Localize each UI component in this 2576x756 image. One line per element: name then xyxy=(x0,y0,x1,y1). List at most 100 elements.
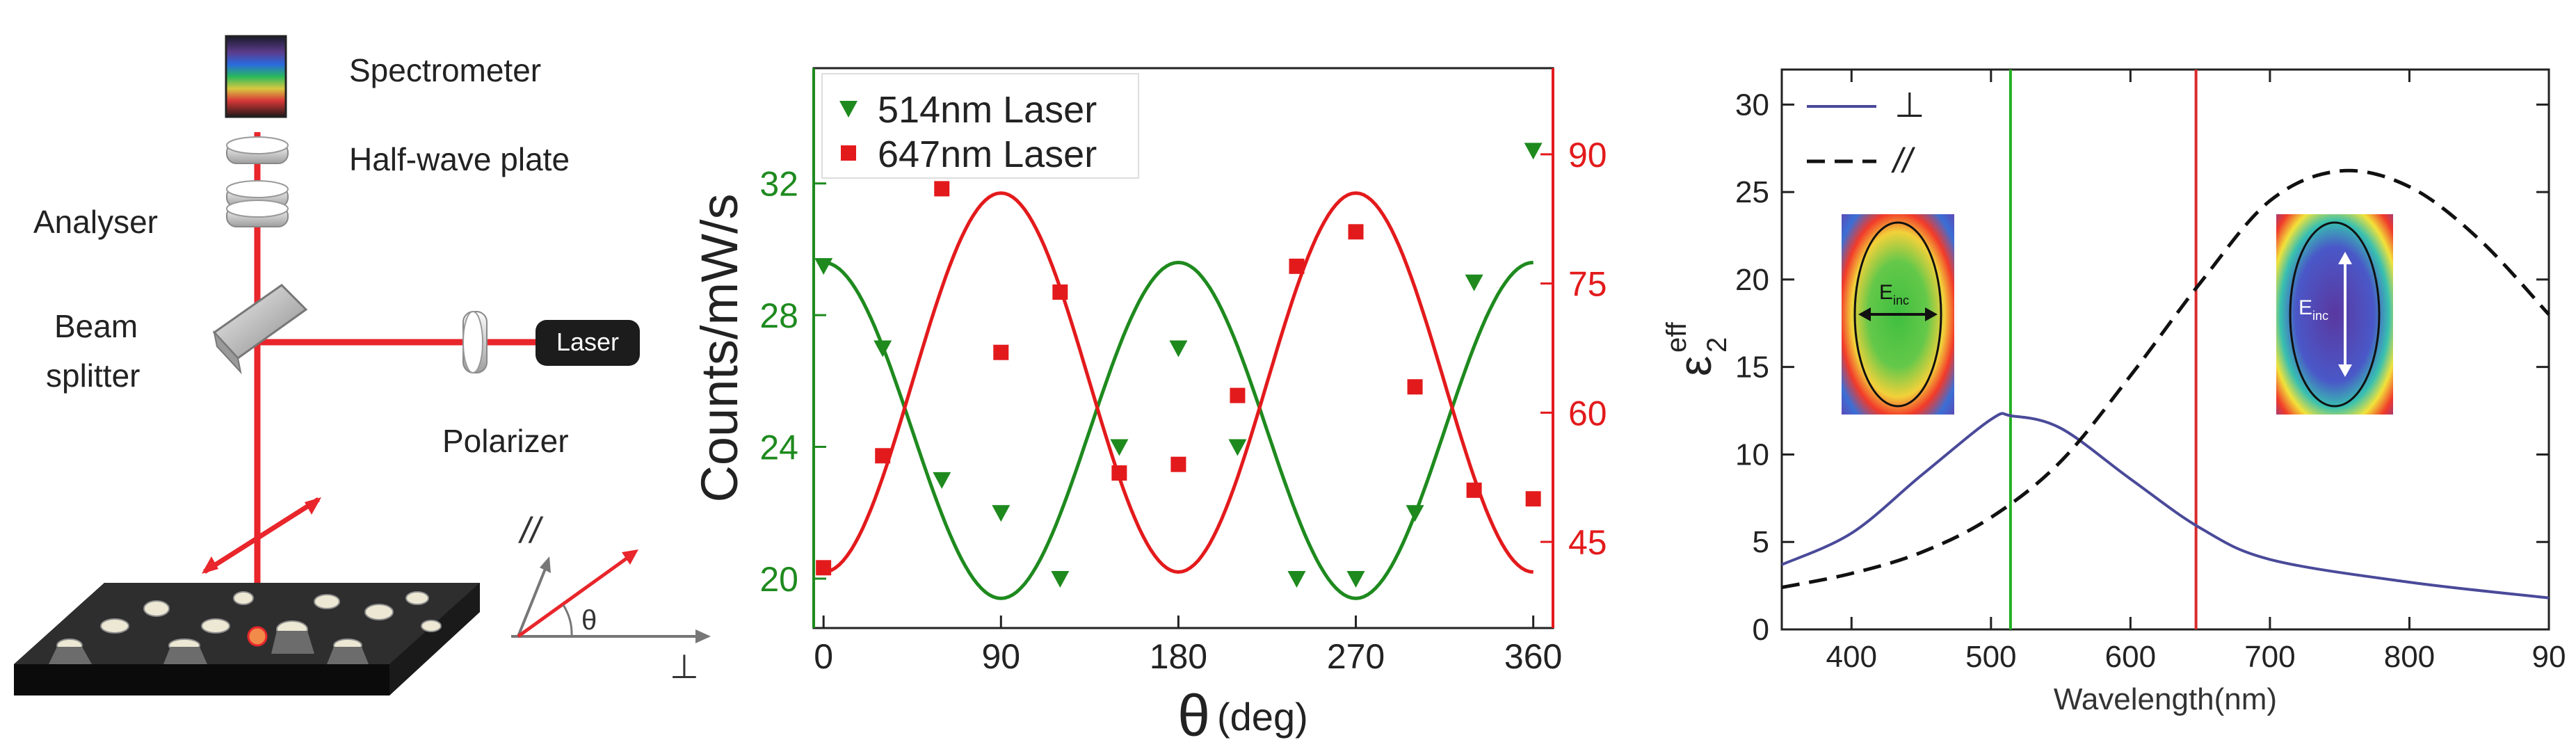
inset-2-background xyxy=(2276,214,2393,415)
y-tick-label: 5 xyxy=(1753,525,1769,559)
half-wave-plate-icon xyxy=(226,136,289,164)
x-axis-label-unit: (deg) xyxy=(1217,695,1308,739)
data-point-514nm xyxy=(1524,143,1543,160)
y-tick-label: 0 xyxy=(1753,613,1769,647)
y-axis-label: Counts/mW/s xyxy=(691,193,748,502)
y-tick-label: 28 xyxy=(759,296,798,335)
legend-label-parallel: // xyxy=(1891,141,1916,180)
y-axis-label-sup: eff xyxy=(1661,321,1692,353)
inset-1-arrowhead-right xyxy=(1925,307,1938,321)
data-point-514nm xyxy=(1110,439,1129,456)
y-axis-label-sub: 2 xyxy=(1702,337,1732,353)
data-point-647nm xyxy=(1170,456,1186,472)
polarization-arrow xyxy=(202,497,321,574)
data-point-647nm xyxy=(1230,387,1246,403)
optical-setup: Spectrometer Half-wave plate Analyser Be… xyxy=(14,35,711,695)
x-tick-label: 500 xyxy=(1965,640,2016,674)
y-right-tick-label: 75 xyxy=(1568,265,1607,304)
data-point-514nm xyxy=(1465,274,1483,291)
inset-1-label-sub: inc xyxy=(1893,293,1909,307)
fit-curve-514nm xyxy=(823,260,1533,600)
data-point-647nm xyxy=(1348,224,1364,240)
x-tick-label: 700 xyxy=(2244,640,2295,674)
x-tick-label: 270 xyxy=(1327,637,1385,676)
legend-marker-647nm xyxy=(841,145,856,161)
y-tick-label: 20 xyxy=(1735,263,1769,297)
legend-label-514nm: 514nm Laser xyxy=(878,89,1097,131)
inset-2-arrowhead-up xyxy=(2338,252,2352,264)
x-tick-label: 90 xyxy=(2532,640,2566,674)
y-axis-label: ε 2 eff xyxy=(1661,321,1732,376)
x-axis-label: Wavelength(nm) xyxy=(2054,682,2277,716)
perp-symbol: ⊥ xyxy=(670,649,699,686)
substrate xyxy=(14,583,480,695)
y-tick-label: 32 xyxy=(759,165,798,204)
laser-box xyxy=(536,320,640,366)
inset-2-arrowhead-down xyxy=(2338,364,2352,377)
beam-label: Beam xyxy=(54,308,138,344)
y-tick-label: 30 xyxy=(1735,88,1769,122)
x-tick-label: 180 xyxy=(1150,637,1207,676)
data-point-514nm xyxy=(1287,570,1306,588)
y-right-tick-label: 45 xyxy=(1568,523,1607,562)
inset-1-arrowhead-left xyxy=(1858,307,1871,321)
data-point-514nm xyxy=(1051,570,1070,588)
x-axis-label-symbol: θ xyxy=(1177,683,1210,748)
legend: ⊥ // xyxy=(1807,86,1925,180)
polarizer-label: Polarizer xyxy=(442,423,569,459)
data-point-647nm xyxy=(1052,284,1068,300)
analyser-label: Analyser xyxy=(33,204,158,240)
y-tick-label: 10 xyxy=(1735,437,1769,472)
data-point-647nm xyxy=(816,560,832,576)
data-point-514nm xyxy=(933,472,951,489)
x-tick-label: 90 xyxy=(981,637,1020,676)
data-point-514nm xyxy=(1406,505,1424,522)
data-point-647nm xyxy=(934,181,950,197)
y-tick-label: 24 xyxy=(759,428,798,467)
laser-label: Laser xyxy=(556,328,619,356)
beam-splitter-icon xyxy=(212,284,308,375)
curve-parallel xyxy=(1781,168,2550,590)
legend-box xyxy=(821,73,1139,179)
fit-curve-647nm xyxy=(823,191,1534,574)
chart-counts-vs-angle: 0 90 180 270 360 20 24 28 32 45 60 75 90 514nm Laser6… xyxy=(691,67,1607,748)
half-wave-plate-label: Half-wave plate xyxy=(349,141,570,177)
theta-symbol: θ xyxy=(581,605,597,636)
polarization-axes: // θ ⊥ xyxy=(511,510,711,686)
laser-spot xyxy=(247,626,268,647)
data-point-514nm xyxy=(814,258,833,275)
data-point-514nm xyxy=(1169,340,1188,357)
x-tick-label: 0 xyxy=(814,637,833,676)
legend-label-perpendicular: ⊥ xyxy=(1894,86,1925,124)
data-point-514nm xyxy=(874,340,892,357)
plot-frame xyxy=(1780,68,2550,631)
inset-2-label-sub: inc xyxy=(2312,309,2328,323)
y-tick-label: 15 xyxy=(1735,351,1769,385)
data-point-647nm xyxy=(1407,379,1423,395)
y-tick-label: 25 xyxy=(1735,175,1769,209)
polarizer-icon xyxy=(462,311,488,373)
parallel-symbol: // xyxy=(518,510,543,551)
data-point-647nm xyxy=(1466,482,1482,498)
x-tick-label: 400 xyxy=(1826,640,1877,674)
y-axis-label-main: ε xyxy=(1669,356,1721,376)
data-point-514nm xyxy=(992,505,1011,522)
inset-1-outline xyxy=(1853,221,1942,408)
data-point-647nm xyxy=(875,448,891,464)
spectrometer-label: Spectrometer xyxy=(349,52,541,88)
splitter-label: splitter xyxy=(46,357,140,394)
x-tick-label: 600 xyxy=(2105,640,2156,674)
data-point-647nm xyxy=(1111,465,1127,481)
data-point-514nm xyxy=(1228,439,1247,456)
y-right-tick-label: 60 xyxy=(1568,394,1607,433)
data-point-647nm xyxy=(1525,491,1541,507)
x-tick-label: 360 xyxy=(1504,637,1562,676)
data-point-514nm xyxy=(1346,570,1365,588)
x-tick-label: 800 xyxy=(2384,640,2435,674)
inset-2-label: E xyxy=(2299,296,2312,319)
y-right-tick-label: 90 xyxy=(1568,136,1607,175)
data-point-647nm xyxy=(993,344,1009,360)
